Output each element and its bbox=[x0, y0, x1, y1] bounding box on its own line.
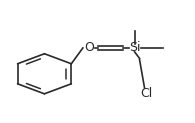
Text: O: O bbox=[85, 41, 94, 54]
Text: Cl: Cl bbox=[140, 87, 153, 100]
Text: Si: Si bbox=[129, 41, 140, 54]
